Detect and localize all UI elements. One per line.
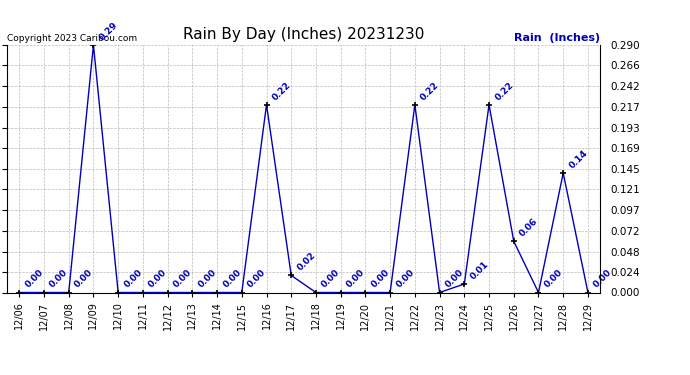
Text: 0.00: 0.00 bbox=[370, 268, 391, 290]
Text: 0.29: 0.29 bbox=[97, 20, 119, 42]
Text: Copyright 2023 Caribou.com: Copyright 2023 Caribou.com bbox=[7, 33, 137, 42]
Text: 0.06: 0.06 bbox=[518, 217, 540, 238]
Text: 0.22: 0.22 bbox=[270, 80, 293, 102]
Text: 0.00: 0.00 bbox=[172, 268, 193, 290]
Text: 0.02: 0.02 bbox=[295, 251, 317, 273]
Text: 0.01: 0.01 bbox=[469, 260, 491, 281]
Text: 0.14: 0.14 bbox=[567, 148, 589, 170]
Text: 0.00: 0.00 bbox=[147, 268, 169, 290]
Title: Rain By Day (Inches) 20231230: Rain By Day (Inches) 20231230 bbox=[183, 27, 424, 42]
Text: 0.00: 0.00 bbox=[320, 268, 342, 290]
Text: 0.00: 0.00 bbox=[246, 268, 268, 290]
Text: 0.00: 0.00 bbox=[394, 268, 416, 290]
Text: 0.00: 0.00 bbox=[23, 268, 45, 290]
Text: 0.00: 0.00 bbox=[122, 268, 144, 290]
Text: 0.22: 0.22 bbox=[419, 80, 441, 102]
Text: 0.22: 0.22 bbox=[493, 80, 515, 102]
Text: 0.00: 0.00 bbox=[221, 268, 243, 290]
Text: 0.00: 0.00 bbox=[542, 268, 564, 290]
Text: 0.00: 0.00 bbox=[345, 268, 366, 290]
Text: 0.00: 0.00 bbox=[73, 268, 95, 290]
Text: 0.00: 0.00 bbox=[444, 268, 466, 290]
Text: 0.00: 0.00 bbox=[592, 268, 614, 290]
Text: Rain  (Inches): Rain (Inches) bbox=[514, 33, 600, 42]
Text: 0.00: 0.00 bbox=[197, 268, 218, 290]
Text: 0.00: 0.00 bbox=[48, 268, 70, 290]
